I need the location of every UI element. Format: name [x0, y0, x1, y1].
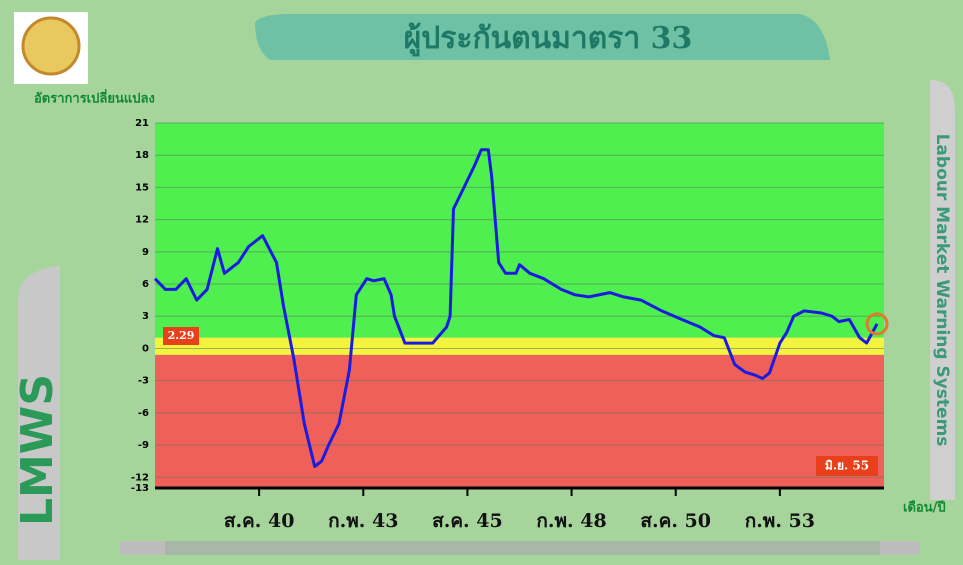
- x-tick-label: ส.ค. 45: [432, 510, 503, 532]
- value-badge: [163, 327, 199, 345]
- y-tick-label: -6: [138, 408, 149, 419]
- last-point-marker: [865, 312, 889, 336]
- logo-emblem: [21, 16, 81, 76]
- scrollbar-thumb[interactable]: [165, 541, 880, 555]
- y-tick-label: 3: [142, 311, 149, 322]
- x-tick-label: ก.พ. 43: [328, 510, 398, 532]
- y-tick-label: 12: [135, 215, 149, 226]
- y-tick-label: 6: [142, 279, 149, 290]
- value-label: 2.29: [168, 329, 195, 342]
- y-tick-label: -9: [138, 440, 149, 451]
- period-label: มิ.ย. 55: [825, 459, 869, 473]
- y-tick-label: 15: [135, 182, 149, 193]
- x-tick-label: ก.พ. 53: [745, 510, 815, 532]
- band: [155, 123, 884, 338]
- brand: LMWS: [12, 374, 63, 526]
- y-tick-label: 9: [142, 247, 149, 258]
- period-badge: [816, 456, 878, 476]
- band: [155, 337, 884, 355]
- side-text: Labour Market Warning Systems: [932, 134, 952, 447]
- x-tick-label: ก.พ. 48: [536, 510, 606, 532]
- x-tick-label: ส.ค. 50: [640, 510, 711, 532]
- y-tick-label: 21: [135, 118, 149, 129]
- y-tick-label: 18: [135, 150, 149, 161]
- band: [155, 354, 884, 488]
- right-tab: [930, 80, 955, 500]
- x-tick-label: ส.ค. 40: [224, 510, 295, 532]
- y-tick-label: -13: [131, 483, 149, 494]
- x-axis-label: เดือน/ปี: [903, 500, 946, 516]
- y-axis-label: อัตราการเปลี่ยนแปลง: [34, 89, 155, 107]
- series-line: [153, 148, 879, 468]
- y-tick-label: -12: [131, 472, 149, 483]
- y-tick-label: 0: [142, 343, 149, 354]
- left-tab: [18, 266, 60, 560]
- chart-title: ผู้ประกันตนมาตรา 33: [404, 21, 693, 57]
- title-tab: [255, 14, 830, 60]
- y-tick-label: -3: [138, 376, 149, 387]
